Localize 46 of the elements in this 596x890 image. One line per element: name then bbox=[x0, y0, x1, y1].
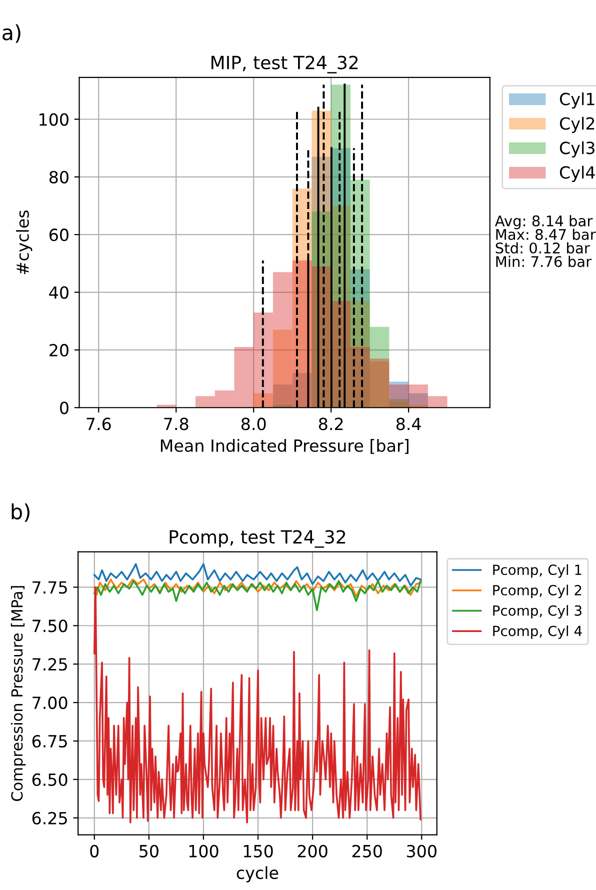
x-axis-title: cycle bbox=[236, 866, 278, 882]
x-tick-label: 8.2 bbox=[318, 418, 343, 430]
legend-label: Cyl1 bbox=[560, 92, 594, 109]
legend-label: Pcomp, Cyl 1 bbox=[493, 564, 582, 578]
y-tick-label: 6.50 bbox=[32, 773, 68, 786]
legend-label: Pcomp, Cyl 3 bbox=[493, 605, 582, 619]
x-tick-label: 200 bbox=[298, 844, 328, 858]
text: b) bbox=[12, 503, 30, 522]
x-tick-label: 7.8 bbox=[164, 418, 188, 430]
x-tick-label: 8.0 bbox=[241, 418, 266, 430]
y-tick-label: 80 bbox=[49, 170, 68, 184]
line-series bbox=[93, 563, 422, 587]
chart-title: MIP, test T24_32 bbox=[212, 56, 358, 74]
y-tick-label: 6.75 bbox=[32, 734, 67, 748]
y-tick-label: 7.75 bbox=[32, 581, 67, 594]
y-axis-title: #cycles bbox=[16, 210, 32, 274]
y-tick-label: 7.00 bbox=[32, 696, 68, 710]
legend-label: Cyl3 bbox=[560, 141, 594, 158]
x-tick-label: 250 bbox=[352, 844, 382, 858]
legend-label: Cyl2 bbox=[560, 116, 594, 134]
line-series bbox=[93, 586, 422, 824]
x-tick-label: 150 bbox=[244, 844, 273, 858]
y-tick-label: 40 bbox=[49, 286, 68, 299]
x-axis-title: Mean Indicated Pressure [bar] bbox=[160, 439, 408, 454]
y-tick-label: 7.25 bbox=[32, 658, 67, 671]
text: a) bbox=[2, 24, 20, 43]
line-series bbox=[93, 578, 422, 598]
y-tick-label: 0 bbox=[60, 402, 68, 414]
y-tick-label: 60 bbox=[50, 228, 68, 242]
line-series bbox=[93, 580, 422, 612]
x-tick-label: 50 bbox=[140, 844, 158, 858]
y-tick-label: 100 bbox=[40, 113, 68, 126]
x-tick-label: 300 bbox=[407, 844, 436, 858]
chart-title: Pcomp, test T24_32 bbox=[170, 530, 346, 548]
y-tick-label: 7.50 bbox=[32, 620, 68, 632]
x-tick-label: 7.6 bbox=[86, 418, 111, 430]
text: Avg: 8.14 bar Max: 8.47 bar Std: 0.12 bar Min: 7.76 bar bbox=[494, 215, 596, 268]
x-tick-label: 100 bbox=[189, 844, 218, 858]
legend-label: Pcomp, Cyl 2 bbox=[493, 584, 582, 598]
legend-label: Pcomp, Cyl 4 bbox=[493, 625, 582, 639]
y-tick-label: 6.25 bbox=[32, 812, 67, 824]
x-tick-label: 0 bbox=[90, 844, 99, 858]
x-tick-label: 8.4 bbox=[396, 418, 421, 430]
y-axis-title: Compression Pressure [MPa] bbox=[10, 586, 26, 801]
legend-label: Cyl4 bbox=[560, 166, 595, 182]
y-tick-label: 20 bbox=[50, 344, 68, 357]
